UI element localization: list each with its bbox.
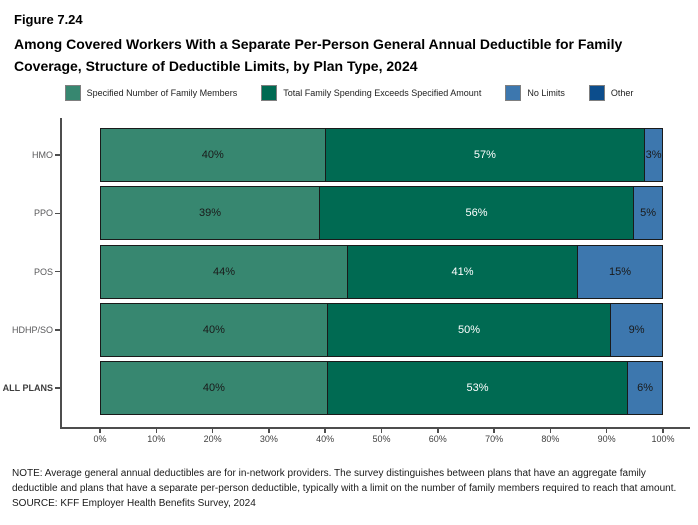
bar-segment: 5% (633, 187, 663, 240)
legend-swatch (261, 85, 278, 101)
bar-segment-label: 6% (637, 382, 654, 394)
bar-segment-label: 57% (473, 149, 496, 161)
bar-row: 40% 53% 6% (100, 361, 663, 415)
category-tick (55, 212, 61, 214)
x-tick-label: 20% (203, 434, 222, 444)
bar-segment: 6% (627, 362, 662, 414)
x-tick-label: 50% (372, 434, 391, 444)
x-tick (268, 428, 270, 433)
x-tick (155, 428, 158, 433)
x-tick-label: 40% (316, 434, 335, 444)
bar-segment-label: 40% (202, 323, 225, 336)
legend-swatch (505, 85, 522, 101)
legend-label: Total Family Spending Exceeds Specified … (283, 88, 482, 98)
legend-item-3: No Limits (505, 85, 565, 101)
x-tick (437, 428, 439, 433)
x-tick (605, 428, 608, 433)
x-tick (99, 428, 101, 433)
category-label: PPO (33, 208, 53, 219)
bar-segment: 41% (346, 245, 578, 298)
bar-segment: 15% (577, 245, 662, 298)
bar-segment-label: 56% (465, 207, 488, 220)
category-tick (55, 154, 61, 156)
bar-segment: 3% (644, 129, 662, 181)
bar-row: 40% 57% 3% (100, 128, 663, 182)
x-tick (549, 428, 552, 433)
figure-label: Figure 7.24 (14, 12, 83, 27)
x-tick-label: 80% (541, 434, 560, 444)
bar-segment: 40% (101, 129, 325, 181)
bar-segment: 9% (610, 303, 662, 356)
bar-segment-label: 53% (466, 382, 489, 394)
chart-legend: Specified Number of Family Members Total … (0, 85, 698, 101)
category-tick (55, 387, 61, 389)
legend-label: Specified Number of Family Members (86, 88, 238, 98)
x-tick-label: 90% (597, 434, 616, 444)
bar-row: 39% 56% 5% (100, 186, 663, 241)
legend-label: Other (610, 88, 634, 98)
category-tick (55, 329, 61, 331)
x-tick-label: 10% (147, 434, 166, 444)
x-tick-label: 0% (93, 434, 107, 444)
legend-item-2: Total Family Spending Exceeds Specified … (261, 85, 481, 101)
legend-swatch (588, 85, 605, 101)
category-tick (55, 270, 61, 273)
bar-segment-label: 15% (609, 265, 632, 278)
bar-row: 40% 50% 9% (100, 302, 663, 357)
bar-segment-label: 40% (202, 382, 225, 394)
legend-swatch (64, 85, 81, 101)
footnotes: NOTE: Average general annual deductibles… (12, 466, 688, 511)
legend-item-4: Other (588, 85, 634, 101)
x-tick-label: 70% (485, 434, 504, 444)
bar-segment: 57% (324, 129, 645, 181)
bar-segment: 40% (101, 303, 327, 356)
x-tick (493, 428, 495, 433)
category-label: HDHP/SO (11, 324, 53, 335)
bar-segment-label: 9% (628, 323, 645, 336)
source-text: SOURCE: KFF Employer Health Benefits Sur… (12, 498, 256, 509)
x-axis-line (60, 427, 690, 429)
legend-item-1: Specified Number of Family Members (64, 85, 238, 101)
bar-segment-label: 50% (458, 323, 481, 336)
legend-label: No Limits (527, 88, 565, 98)
bar-segment-label: 3% (645, 149, 662, 161)
category-label: POS (33, 266, 53, 277)
bar-segment-label: 44% (212, 265, 235, 278)
bar-segment: 56% (319, 187, 634, 240)
y-axis-line (60, 118, 62, 429)
chart-title: Among Covered Workers With a Separate Pe… (14, 36, 623, 74)
bar-segment-label: 40% (201, 149, 224, 161)
bar-segment: 39% (101, 187, 320, 240)
bar-segment-label: 39% (198, 207, 222, 220)
x-tick-label: 100% (651, 434, 675, 444)
x-tick-label: 30% (259, 434, 278, 444)
bar-segment: 40% (101, 362, 327, 414)
bar-segment: 53% (326, 362, 628, 414)
x-tick (662, 428, 664, 433)
bar-segment-label: 5% (640, 207, 656, 220)
category-label: ALL PLANS (2, 383, 53, 393)
x-tick-label: 60% (428, 434, 447, 444)
bar-row: 44% 41% 15% (100, 244, 663, 299)
category-label: HMO (32, 150, 53, 160)
x-tick (324, 428, 326, 433)
note-text: NOTE: Average general annual deductibles… (12, 468, 677, 494)
bar-segment-label: 41% (451, 265, 474, 278)
bar-segment: 44% (101, 245, 347, 298)
bar-segment: 50% (326, 303, 611, 356)
x-tick (380, 428, 383, 433)
x-tick (211, 428, 214, 433)
